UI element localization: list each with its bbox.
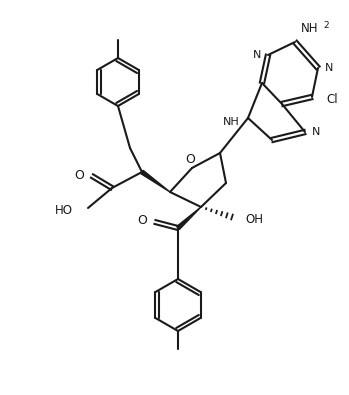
Text: NH: NH — [301, 21, 319, 34]
Text: OH: OH — [245, 213, 263, 226]
Text: N: N — [253, 50, 261, 60]
Polygon shape — [177, 207, 201, 229]
Text: HO: HO — [55, 203, 73, 216]
Polygon shape — [141, 170, 170, 192]
Text: NH: NH — [223, 117, 240, 127]
Text: O: O — [137, 214, 147, 226]
Text: N: N — [312, 127, 320, 137]
Text: 2: 2 — [323, 21, 329, 30]
Text: O: O — [185, 152, 195, 166]
Text: O: O — [74, 169, 84, 181]
Text: Cl: Cl — [326, 92, 337, 105]
Text: N: N — [325, 63, 333, 73]
